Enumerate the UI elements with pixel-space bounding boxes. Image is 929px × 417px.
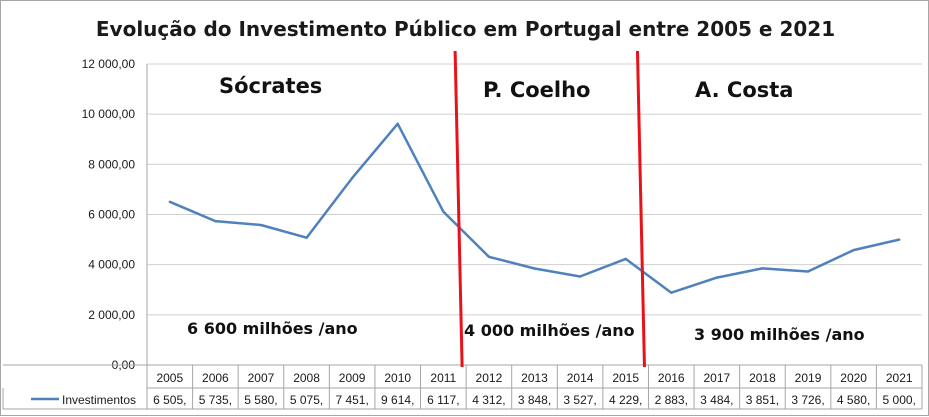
period-average: 6 600 milhões /ano	[187, 319, 358, 338]
table-value: 3 726,	[791, 393, 824, 407]
x-tick-label: 2018	[749, 371, 776, 385]
table-value: 5 075,	[290, 393, 323, 407]
data-point	[852, 248, 855, 252]
data-point	[578, 275, 582, 278]
y-tick-label: 6 000,00	[88, 208, 135, 222]
x-tick-label: 2013	[521, 371, 548, 385]
x-tick-label: 2012	[476, 371, 503, 385]
x-tick-label: 2014	[567, 371, 594, 385]
period-average: 3 900 milhões /ano	[694, 325, 865, 344]
period-name: Sócrates	[219, 74, 322, 98]
x-tick-label: 2006	[202, 371, 229, 385]
y-tick-label: 2 000,00	[88, 308, 135, 322]
table-value: 6 117,	[427, 393, 459, 407]
table-value: 7 451,	[335, 393, 368, 407]
period-name: P. Coelho	[483, 78, 590, 102]
x-tick-label: 2021	[886, 371, 913, 385]
data-point	[259, 223, 263, 227]
data-point	[396, 122, 399, 126]
data-point	[898, 238, 901, 241]
y-tick-label: 10 000,00	[82, 107, 136, 121]
table-value: 3 851,	[746, 393, 779, 407]
table-value: 4 580,	[837, 393, 870, 407]
table-value: 4 229,	[609, 393, 642, 407]
table-value: 3 527,	[563, 393, 596, 407]
x-tick-label: 2015	[612, 371, 639, 385]
table-value: 9 614,	[381, 393, 414, 407]
table-value: 6 505,	[153, 393, 186, 407]
data-point	[487, 255, 491, 259]
data-point	[350, 176, 354, 180]
table-value: 5 735,	[199, 393, 232, 407]
chart-title: Evolução do Investimento Público em Port…	[95, 17, 836, 41]
data-point	[624, 257, 627, 261]
x-tick-label: 2011	[430, 371, 456, 385]
x-tick-label: 2020	[840, 371, 867, 385]
data-point	[533, 267, 536, 270]
y-tick-label: 4 000,00	[88, 258, 135, 272]
table-value: 2 883,	[655, 393, 688, 407]
x-tick-label: 2007	[248, 371, 275, 385]
y-tick-label: 8 000,00	[88, 157, 135, 171]
period-divider	[453, 50, 464, 368]
x-tick-label: 2010	[384, 371, 411, 385]
data-point	[670, 291, 673, 294]
table-value: 4 312,	[472, 393, 505, 407]
period-divider	[635, 50, 646, 368]
data-point	[442, 210, 445, 213]
data-point	[214, 219, 217, 223]
data-point	[806, 270, 810, 273]
data-point	[168, 200, 171, 204]
data-point	[715, 276, 719, 279]
data-point	[305, 236, 308, 239]
period-name: A. Costa	[695, 78, 793, 102]
x-tick-label: 2016	[658, 371, 685, 385]
table-value: 5 000,	[883, 393, 916, 407]
table-value: 5 580,	[244, 393, 277, 407]
y-tick-label: 12 000,00	[82, 57, 136, 71]
table-value: 3 848,	[518, 393, 551, 407]
period-average: 4 000 milhões /ano	[464, 321, 635, 340]
x-tick-label: 2019	[795, 371, 822, 385]
data-point	[761, 267, 764, 270]
x-tick-label: 2005	[156, 371, 183, 385]
x-tick-label: 2017	[704, 371, 731, 385]
table-value: 3 484,	[700, 393, 733, 407]
legend-label: Investimentos	[62, 393, 136, 407]
x-tick-label: 2008	[293, 371, 320, 385]
x-tick-label: 2009	[339, 371, 366, 385]
